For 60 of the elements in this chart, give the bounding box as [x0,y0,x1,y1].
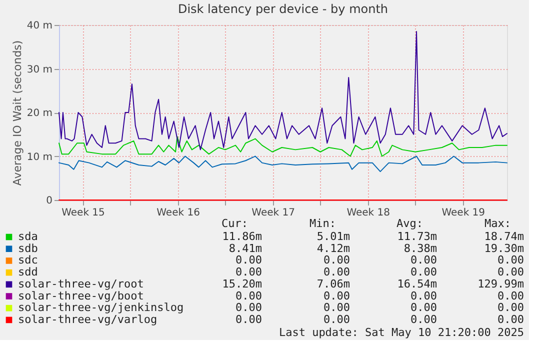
legend-label: solar-three-vg/root [18,277,144,290]
x-tick-label: Week 15 [62,208,105,218]
text: 0.00 [498,312,524,326]
text: 11.73m [397,230,438,243]
text: 0.00 [236,312,262,326]
text: 0.00 [324,301,350,314]
text: Cur: [222,217,248,230]
text: 0.00 [410,266,437,279]
text: 0.00 [498,301,524,314]
text: 0.00 [498,289,524,302]
legend-label: solar-three-vg/jenkinslog [18,301,184,314]
text: Last update: Sat May 10 21:20:00 2025 [278,326,524,339]
x-tick-label: Week 18 [346,208,390,218]
line-series [58,156,508,172]
y-tick-label: 40 m [26,20,52,32]
y-tick-label: 20 m [26,108,52,119]
line-series [58,31,508,150]
text: 0.00 [498,254,524,267]
chart-title: Disk latency per device - by month [178,2,388,16]
legend-label: sda [18,230,38,243]
text: 8.41m [228,242,262,255]
text: 11.86m [222,230,262,243]
legend-label: sdc [18,254,38,267]
text: 0.00 [410,312,437,326]
y-axis-title: Average IO Wait (seconds) [10,40,24,186]
legend-label: solar-three-vg/varlog [18,312,158,326]
x-tick-label: Week 16 [156,208,200,218]
text: 0.00 [410,301,437,314]
y-tick-label: 0 [46,196,52,206]
text: 0.00 [324,312,350,326]
text: 0.00 [236,254,262,267]
text: 0.00 [498,266,524,279]
x-tick-label: Week 19 [442,208,486,218]
text: 0.00 [236,289,262,302]
legend-label: sdb [18,242,38,255]
text: 8.38m [404,242,438,255]
legend-label: sdd [18,266,38,279]
text: 4.12m [316,242,350,255]
text: 19.30m [484,242,524,255]
text: 15.20m [222,277,262,290]
text: Avg: [396,217,423,230]
legend-label: solar-three-vg/boot [18,289,144,302]
text: Min: [310,217,336,230]
text: Max: [484,217,511,230]
text: 0.00 [324,289,350,302]
text: 18.74m [484,230,524,243]
text: 0.00 [410,289,437,302]
text: 7.06m [316,277,350,290]
text: 129.99m [478,277,524,290]
text: 5.01m [316,230,350,243]
text: 0.00 [410,254,437,267]
y-tick-label: 10 m [26,152,52,163]
text: 16.54m [397,277,438,290]
line-series [58,136,508,157]
text: 0.00 [324,266,350,279]
y-tick-label: 30 m [26,64,52,76]
text: 0.00 [236,266,262,279]
text: 0.00 [236,301,262,314]
x-tick-label: Week 17 [252,208,295,218]
text: 0.00 [324,254,350,267]
